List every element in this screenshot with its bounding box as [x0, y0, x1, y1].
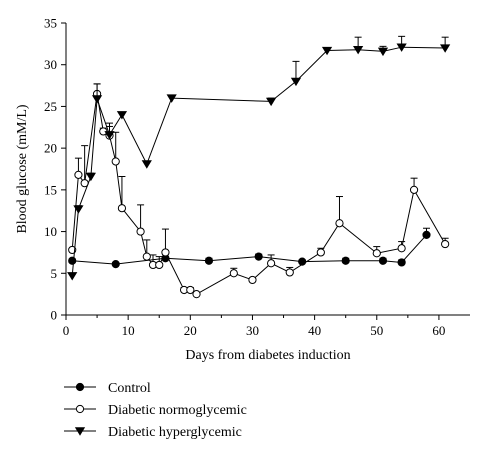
data-point — [111, 157, 120, 166]
x-tick-label: 30 — [246, 323, 259, 338]
y-tick-label: 25 — [44, 99, 57, 114]
data-point — [142, 252, 151, 261]
legend-marker — [75, 382, 85, 392]
data-point — [204, 256, 214, 265]
series-0 — [68, 227, 431, 269]
data-point — [377, 47, 389, 57]
legend-entry-1: Diabetic normoglycemic — [64, 403, 247, 418]
data-point — [397, 244, 406, 253]
y-tick-label: 10 — [44, 224, 57, 239]
plot-area — [67, 35, 451, 299]
data-point — [321, 46, 333, 56]
data-point — [186, 285, 195, 295]
y-tick-label: 15 — [44, 182, 57, 197]
x-tick-label: 10 — [122, 323, 135, 338]
data-point — [116, 111, 128, 120]
axes: 0 10 20 30 40 50 60 0 5 10 15 20 25 30 35 Days from dia… — [15, 16, 470, 363]
legend-label: Control — [108, 381, 151, 396]
data-point — [341, 256, 350, 265]
data-point — [290, 77, 302, 87]
data-point — [441, 239, 450, 249]
data-point — [397, 258, 406, 267]
data-point — [409, 185, 419, 194]
data-point — [85, 172, 96, 182]
series-line — [71, 93, 446, 295]
legend-label: Diabetic hyperglycemic — [108, 425, 242, 440]
data-point — [229, 269, 238, 278]
data-point — [316, 248, 325, 257]
data-point — [111, 260, 120, 269]
data-point — [192, 290, 201, 299]
x-tick-label: 40 — [308, 323, 321, 338]
data-point — [136, 227, 145, 236]
legend-marker — [75, 404, 85, 414]
series-2 — [67, 35, 451, 281]
y-tick-label: 35 — [44, 16, 57, 31]
data-point — [422, 230, 431, 240]
data-point — [91, 95, 103, 104]
data-point — [166, 94, 177, 103]
data-point — [372, 249, 381, 258]
series-line — [72, 234, 427, 265]
x-axis-label: Days from diabetes induction — [185, 348, 350, 363]
data-point — [353, 45, 364, 55]
data-point — [440, 44, 451, 53]
data-point — [104, 131, 115, 140]
data-point — [67, 272, 78, 281]
series-1 — [68, 83, 450, 299]
data-point — [285, 268, 294, 277]
data-point — [161, 248, 170, 257]
data-point — [265, 97, 277, 107]
y-tick-label: 0 — [51, 308, 58, 323]
y-tick-label: 20 — [44, 141, 57, 156]
legend-marker — [74, 427, 86, 436]
x-tick-label: 50 — [370, 323, 383, 338]
data-point — [254, 252, 263, 261]
data-point — [267, 259, 276, 268]
data-point — [396, 43, 407, 52]
legend-label: Diabetic normoglycemic — [108, 403, 247, 418]
y-tick-label: 5 — [51, 266, 58, 281]
legend-entry-0: Control — [64, 381, 151, 396]
x-tick-label: 0 — [63, 323, 70, 338]
data-point — [155, 260, 164, 270]
x-tick-label: 20 — [184, 323, 197, 338]
data-point — [378, 256, 388, 265]
data-point — [68, 256, 77, 265]
data-point — [74, 170, 83, 179]
data-point — [141, 160, 152, 169]
legend-entry-2: Diabetic hyperglycemic — [64, 425, 242, 440]
data-point — [73, 205, 84, 214]
series-line — [71, 46, 446, 276]
y-axis-label: Blood glucose (mM/L) — [15, 104, 30, 233]
y-tick-label: 30 — [44, 57, 57, 72]
data-point — [248, 275, 257, 285]
data-point — [117, 204, 127, 213]
x-tick-label: 60 — [432, 323, 445, 338]
legend: Control Diabetic normoglycemic Diabetic hy… — [64, 381, 247, 440]
data-point — [335, 219, 344, 228]
